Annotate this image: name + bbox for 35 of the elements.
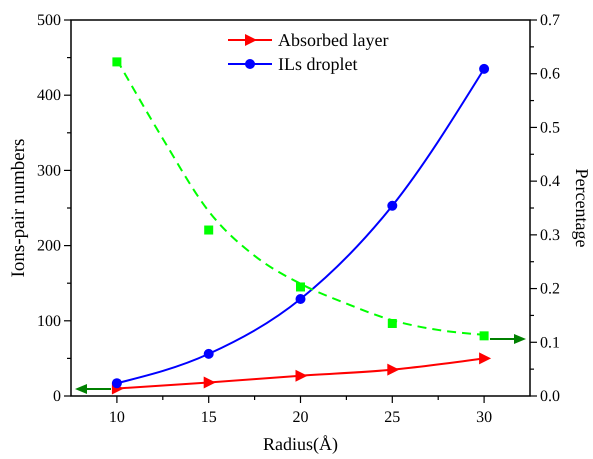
x-tick-label: 30 [476, 409, 492, 426]
y2-tick-label: 0.2 [540, 280, 560, 298]
point [479, 352, 492, 364]
y2-tick-label: 0.3 [540, 226, 560, 244]
y-tick-label: 100 [37, 312, 61, 330]
y2-tick-label: 0.0 [540, 388, 560, 405]
point [204, 348, 214, 359]
y2-tick-label: 0.7 [540, 12, 560, 29]
point [387, 200, 398, 211]
y-tick-label: 300 [37, 162, 61, 180]
point [204, 226, 214, 235]
y2-tick-label: 0.6 [540, 66, 560, 83]
y2-axis-title: Percentage [572, 168, 592, 248]
x-tick-label: 20 [292, 409, 308, 426]
y-axis-title: Ions-pair numbers [8, 138, 29, 278]
x-tick-label: 15 [200, 409, 217, 426]
y-tick-label: 500 [37, 12, 61, 29]
legend-label: ILs droplet [278, 54, 358, 74]
point [204, 376, 216, 388]
point [296, 370, 308, 382]
y-tick-label: 0 [53, 388, 61, 405]
point [112, 378, 122, 388]
x-tick-label: 10 [108, 409, 125, 426]
y2-tick-label: 0.4 [540, 173, 560, 190]
legend-label: Absorbed layer [278, 30, 388, 50]
y-tick-label: 400 [37, 87, 61, 104]
point [296, 294, 306, 304]
point [479, 64, 490, 74]
x-axis-title: Radius(Å) [263, 434, 338, 454]
point [387, 364, 400, 376]
y2-tick-label: 0.1 [540, 334, 560, 352]
x-tick-label: 25 [384, 409, 400, 426]
y-tick-label: 200 [37, 238, 61, 255]
point [296, 282, 305, 292]
y2-tick-label: 0.5 [540, 119, 560, 136]
